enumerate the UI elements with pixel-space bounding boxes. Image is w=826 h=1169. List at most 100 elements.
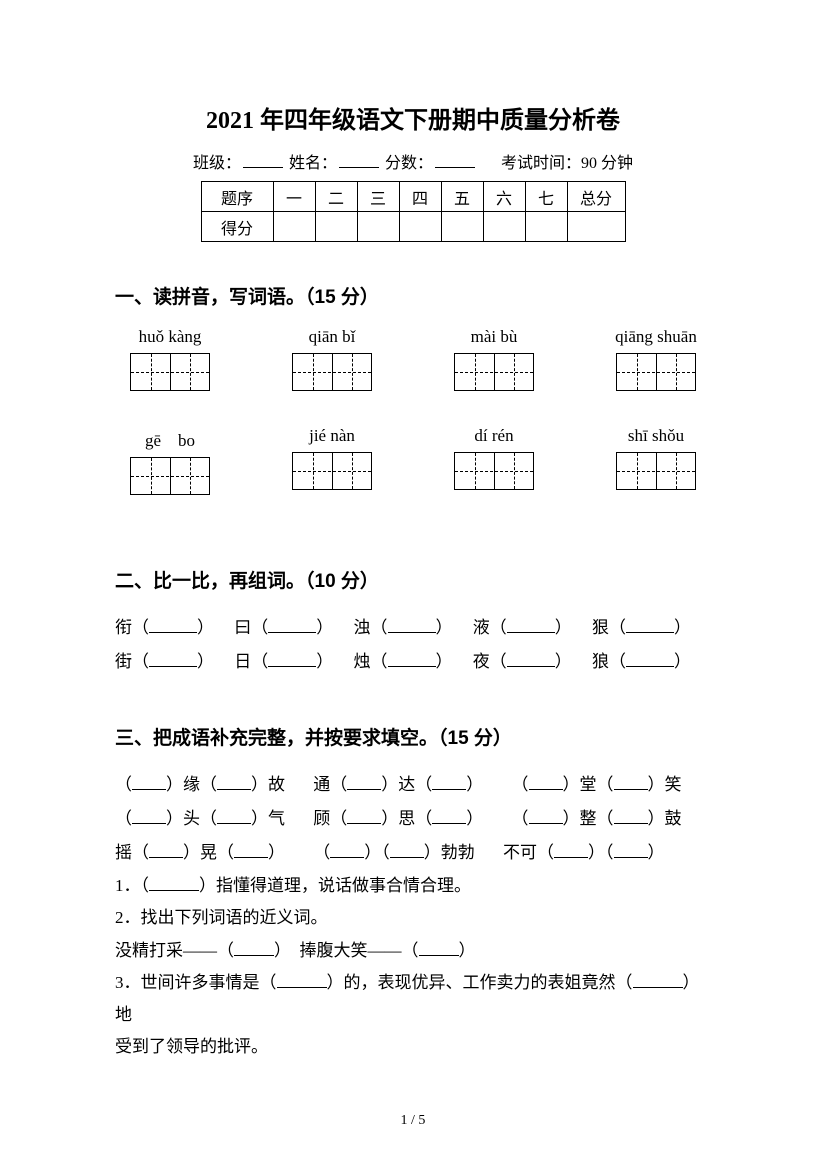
class-label: 班级： xyxy=(193,155,241,172)
blank[interactable] xyxy=(432,776,466,790)
t: ）气 xyxy=(251,809,285,828)
char-box[interactable] xyxy=(616,452,696,490)
blank[interactable] xyxy=(529,810,563,824)
blank[interactable] xyxy=(149,653,197,667)
blank[interactable] xyxy=(614,776,648,790)
char-box[interactable] xyxy=(130,353,210,391)
col-7: 七 xyxy=(525,182,567,212)
blank[interactable] xyxy=(419,942,459,956)
char-box[interactable] xyxy=(616,353,696,391)
blank[interactable] xyxy=(388,653,436,667)
pinyin-label: qiān bǐ xyxy=(277,327,387,347)
idiom-row-2: （）头（）气 顾（）思（） （）整（）鼓 xyxy=(115,802,711,836)
blank[interactable] xyxy=(614,810,648,824)
col-4: 四 xyxy=(399,182,441,212)
score-hdr: 得分 xyxy=(201,212,273,242)
t: ）整（ xyxy=(563,809,614,828)
pinyin-label: huǒ kàng xyxy=(115,327,225,347)
pinyin-item: dí rén xyxy=(439,426,549,522)
blank[interactable] xyxy=(268,653,316,667)
t: ） xyxy=(466,809,483,828)
paren: ） xyxy=(197,652,214,671)
char-box[interactable] xyxy=(130,457,210,495)
q3-b: ）的，表现优异、工作卖力的表姐竟然（ xyxy=(327,973,633,992)
blank[interactable] xyxy=(330,844,364,858)
row-hdr: 题序 xyxy=(201,182,273,212)
blank[interactable] xyxy=(149,877,199,891)
paren: ） xyxy=(436,652,453,671)
blank[interactable] xyxy=(507,619,555,633)
score-cell[interactable] xyxy=(441,212,483,242)
blank[interactable] xyxy=(132,776,166,790)
score-cell[interactable] xyxy=(483,212,525,242)
paren: ） xyxy=(555,652,572,671)
t: ）故 xyxy=(251,775,285,794)
col-5: 五 xyxy=(441,182,483,212)
class-blank[interactable] xyxy=(243,152,283,168)
name-blank[interactable] xyxy=(339,152,379,168)
t: ）头（ xyxy=(166,809,217,828)
q3-line-b: 受到了领导的批评。 xyxy=(115,1031,711,1063)
blank[interactable] xyxy=(234,844,268,858)
score-cell[interactable] xyxy=(357,212,399,242)
col-3: 三 xyxy=(357,182,399,212)
section-2: 二、比一比，再组词。（10 分） 衔（） 曰（） 浊（） 液（） 狠（） 街（）… xyxy=(115,566,711,679)
score-blank[interactable] xyxy=(435,152,475,168)
paren: ） xyxy=(197,618,214,637)
blank[interactable] xyxy=(432,810,466,824)
cmp-char: 狠（ xyxy=(592,618,626,637)
char-box[interactable] xyxy=(292,353,372,391)
section-2-heading: 二、比一比，再组词。（10 分） xyxy=(115,566,711,593)
score-cell[interactable] xyxy=(273,212,315,242)
pinyin-row-2: gē bo jié nàn dí rén shī shǒu xyxy=(115,426,711,522)
char-box[interactable] xyxy=(454,353,534,391)
pinyin-row-1: huǒ kàng qiān bǐ mài bù qiāng shuān xyxy=(115,327,711,418)
section-1-heading: 一、读拼音，写词语。（15 分） xyxy=(115,282,711,309)
page-title: 2021 年四年级语文下册期中质量分析卷 xyxy=(115,100,711,135)
compare-line-2: 街（） 日（） 烛（） 夜（） 狼（） xyxy=(115,645,711,679)
pinyin-item: huǒ kàng xyxy=(115,327,225,418)
page-footer: 1 / 5 xyxy=(0,1113,826,1129)
score-cell[interactable] xyxy=(525,212,567,242)
blank[interactable] xyxy=(390,844,424,858)
name-label: 姓名： xyxy=(289,155,337,172)
blank[interactable] xyxy=(217,810,251,824)
t: ）笑 xyxy=(648,775,682,794)
blank[interactable] xyxy=(614,844,648,858)
blank[interactable] xyxy=(149,844,183,858)
exam-time: 考试时间：90 分钟 xyxy=(501,155,633,172)
blank[interactable] xyxy=(132,810,166,824)
score-cell[interactable] xyxy=(315,212,357,242)
blank[interactable] xyxy=(149,619,197,633)
char-box[interactable] xyxy=(292,452,372,490)
compare-line-1: 衔（） 曰（） 浊（） 液（） 狠（） xyxy=(115,611,711,645)
paren: ） xyxy=(436,618,453,637)
pinyin-item: jié nàn xyxy=(277,426,387,522)
blank[interactable] xyxy=(554,844,588,858)
t: ）缘（ xyxy=(166,775,217,794)
blank[interactable] xyxy=(234,942,274,956)
blank[interactable] xyxy=(529,776,563,790)
blank[interactable] xyxy=(347,810,381,824)
t: （ xyxy=(313,843,330,862)
col-total: 总分 xyxy=(567,182,625,212)
blank[interactable] xyxy=(347,776,381,790)
q1-line: 1．（）指懂得道理，说话做事合情合理。 xyxy=(115,870,711,902)
blank[interactable] xyxy=(633,974,683,988)
idiom-row-3: 摇（）晃（） （）（）勃勃 不可（）（） xyxy=(115,836,711,870)
score-cell[interactable] xyxy=(399,212,441,242)
score-cell[interactable] xyxy=(567,212,625,242)
blank[interactable] xyxy=(626,653,674,667)
pinyin-item: gē bo xyxy=(115,426,225,522)
t: ） xyxy=(268,843,285,862)
pinyin-label: shī shǒu xyxy=(601,426,711,446)
blank[interactable] xyxy=(277,974,327,988)
blank[interactable] xyxy=(507,653,555,667)
blank[interactable] xyxy=(217,776,251,790)
blank[interactable] xyxy=(268,619,316,633)
t: 顾（ xyxy=(313,809,347,828)
t: ）（ xyxy=(588,843,614,862)
blank[interactable] xyxy=(626,619,674,633)
blank[interactable] xyxy=(388,619,436,633)
char-box[interactable] xyxy=(454,452,534,490)
